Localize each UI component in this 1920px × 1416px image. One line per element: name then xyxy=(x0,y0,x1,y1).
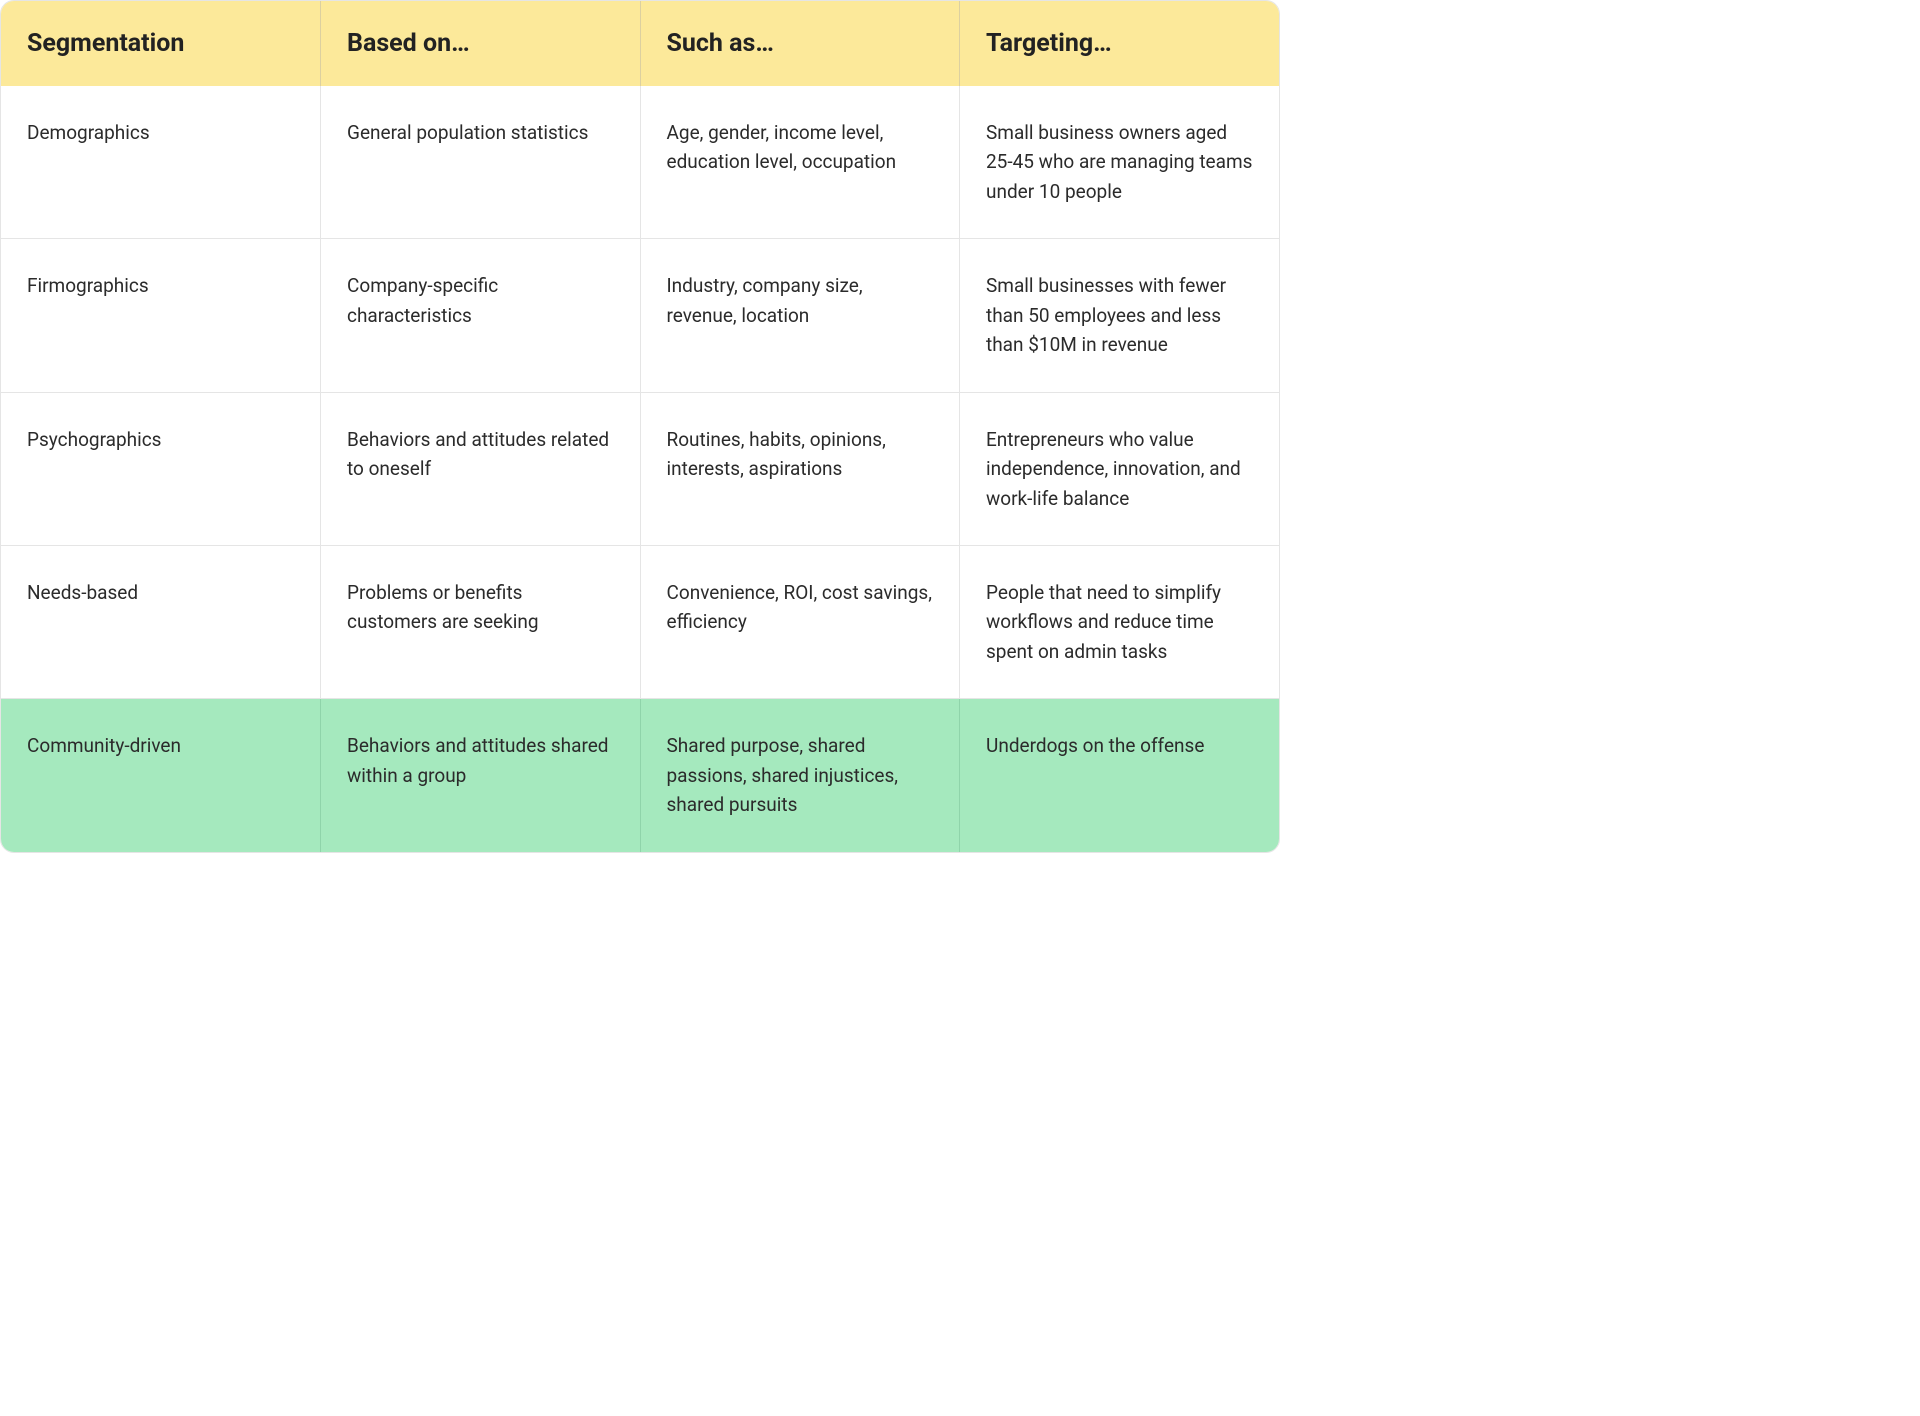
cell-segmentation: Firmographics xyxy=(1,239,321,392)
table-row: Needs-based Problems or benefits custome… xyxy=(1,545,1279,698)
table-row: Demographics General population statisti… xyxy=(1,86,1279,239)
cell-segmentation: Psychographics xyxy=(1,392,321,545)
cell-segmentation: Needs-based xyxy=(1,545,321,698)
cell-based-on: Problems or benefits customers are seeki… xyxy=(321,545,641,698)
table-header-row: Segmentation Based on… Such as… Targetin… xyxy=(1,1,1279,86)
cell-such-as: Shared purpose, shared passions, shared … xyxy=(640,699,960,852)
cell-targeting: Small business owners aged 25-45 who are… xyxy=(960,86,1280,239)
table-row-highlight: Community-driven Behaviors and attitudes… xyxy=(1,699,1279,852)
table-row: Firmographics Company-specific character… xyxy=(1,239,1279,392)
cell-segmentation: Community-driven xyxy=(1,699,321,852)
cell-targeting: Small businesses with fewer than 50 empl… xyxy=(960,239,1280,392)
col-targeting: Targeting… xyxy=(960,1,1280,86)
cell-such-as: Convenience, ROI, cost savings, efficien… xyxy=(640,545,960,698)
table-row: Psychographics Behaviors and attitudes r… xyxy=(1,392,1279,545)
col-such-as: Such as… xyxy=(640,1,960,86)
cell-such-as: Industry, company size, revenue, locatio… xyxy=(640,239,960,392)
cell-segmentation: Demographics xyxy=(1,86,321,239)
cell-based-on: General population statistics xyxy=(321,86,641,239)
cell-targeting: Underdogs on the offense xyxy=(960,699,1280,852)
cell-such-as: Routines, habits, opinions, interests, a… xyxy=(640,392,960,545)
cell-targeting: Entrepreneurs who value independence, in… xyxy=(960,392,1280,545)
cell-based-on: Behaviors and attitudes related to onese… xyxy=(321,392,641,545)
segmentation-table-container: Segmentation Based on… Such as… Targetin… xyxy=(0,0,1280,853)
segmentation-table: Segmentation Based on… Such as… Targetin… xyxy=(1,1,1279,852)
cell-based-on: Company-specific characteristics xyxy=(321,239,641,392)
cell-based-on: Behaviors and attitudes shared within a … xyxy=(321,699,641,852)
cell-such-as: Age, gender, income level, education lev… xyxy=(640,86,960,239)
col-segmentation: Segmentation xyxy=(1,1,321,86)
cell-targeting: People that need to simplify workflows a… xyxy=(960,545,1280,698)
col-based-on: Based on… xyxy=(321,1,641,86)
